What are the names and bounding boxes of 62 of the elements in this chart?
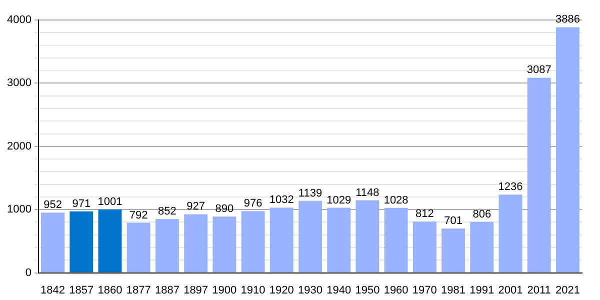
- x-tick-label: 2001: [498, 284, 523, 296]
- x-tick-label: 1960: [384, 284, 408, 296]
- data-label: 1001: [98, 196, 122, 208]
- data-label: 812: [415, 208, 434, 220]
- bar: [556, 27, 580, 272]
- data-label: 1032: [269, 194, 294, 206]
- x-tick-label: 2021: [555, 284, 580, 296]
- bar: [241, 211, 265, 272]
- x-tick-label: 1940: [326, 284, 352, 296]
- bar: [70, 211, 94, 272]
- data-label: 952: [44, 199, 62, 212]
- data-label: 852: [158, 205, 176, 218]
- x-tick-label: 1950: [355, 284, 380, 296]
- x-tick-label: 1860: [98, 284, 122, 296]
- y-tick-label: 2000: [6, 140, 32, 152]
- x-tick-label: 1897: [184, 284, 208, 296]
- bar: [442, 228, 465, 272]
- data-label: 1028: [384, 194, 408, 206]
- data-label: 976: [244, 198, 262, 210]
- x-tick-label: 1887: [154, 284, 180, 296]
- x-tick-label: 1981: [441, 284, 466, 296]
- x-tick-label: 1877: [126, 284, 151, 296]
- data-label: 1139: [298, 187, 322, 200]
- bar: [327, 208, 351, 272]
- data-label: 701: [444, 215, 462, 228]
- bar: [270, 208, 294, 272]
- data-label: 1148: [356, 186, 380, 199]
- x-tick-label: 1842: [40, 284, 66, 296]
- bar: [155, 218, 179, 272]
- data-label: 927: [186, 200, 205, 213]
- x-tick-label: 1910: [240, 284, 266, 296]
- x-tick-label: 1900: [212, 284, 237, 296]
- x-tick-label: 1970: [412, 284, 437, 296]
- bar: [384, 208, 408, 272]
- bar: [212, 216, 236, 272]
- data-label: 1236: [498, 181, 523, 194]
- bar: [41, 212, 65, 272]
- data-label: 792: [129, 209, 148, 222]
- bar: [298, 200, 322, 272]
- x-tick-label: 1920: [269, 284, 294, 296]
- bar: [470, 222, 494, 272]
- data-label: 806: [472, 208, 492, 220]
- y-tick-label: 4000: [6, 14, 32, 26]
- bar: [527, 78, 551, 272]
- data-label: 1029: [326, 194, 352, 206]
- y-tick-label: 1000: [6, 204, 32, 216]
- x-tick-label: 1991: [470, 284, 494, 296]
- bar: [356, 200, 380, 272]
- bar: [412, 221, 436, 272]
- bar: [126, 222, 150, 272]
- x-tick-label: 1857: [69, 284, 94, 296]
- x-tick-label: 1930: [298, 284, 322, 296]
- data-label: 890: [215, 203, 234, 216]
- data-label: 3886: [555, 14, 580, 26]
- data-label: 3087: [526, 64, 552, 76]
- x-tick-label: 2011: [527, 284, 551, 296]
- bar: [98, 210, 122, 272]
- bar: [184, 214, 208, 272]
- y-tick-label: 0: [25, 266, 32, 279]
- y-tick-label: 3000: [6, 77, 32, 90]
- bar: [498, 194, 522, 272]
- data-label: 971: [72, 198, 91, 210]
